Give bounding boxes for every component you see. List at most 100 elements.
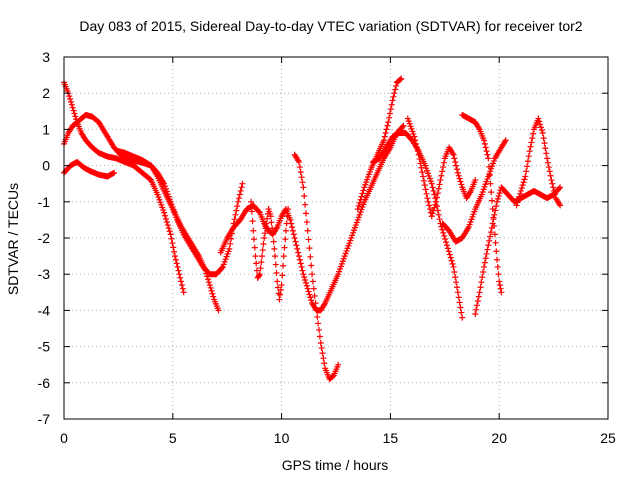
data-point	[481, 259, 488, 266]
data-point	[319, 350, 326, 357]
data-point	[391, 90, 398, 97]
data-point	[452, 158, 459, 165]
x-tick-label: 25	[600, 430, 616, 446]
y-tick-label: 2	[42, 85, 50, 101]
data-point	[483, 148, 490, 155]
series-3	[61, 158, 118, 180]
data-point	[477, 284, 484, 291]
data-point	[295, 249, 302, 256]
data-point	[439, 226, 446, 233]
data-point	[491, 211, 498, 218]
data-point	[301, 274, 308, 281]
data-point	[317, 339, 324, 346]
data-point	[440, 164, 447, 171]
data-point	[429, 184, 436, 191]
data-point	[261, 235, 268, 241]
data-point	[453, 279, 460, 286]
data-point	[207, 284, 214, 291]
data-point	[535, 115, 542, 122]
data-point	[258, 259, 265, 266]
series-10	[404, 115, 479, 220]
series-6	[248, 198, 292, 303]
data-point	[215, 307, 222, 314]
data-point	[488, 224, 495, 231]
data-point	[516, 193, 523, 200]
data-point	[277, 286, 284, 293]
data-point	[549, 180, 556, 187]
data-point	[272, 253, 279, 260]
data-point	[458, 181, 465, 188]
data-point	[170, 244, 177, 251]
data-point	[302, 210, 309, 217]
data-point	[540, 135, 547, 142]
data-point	[210, 293, 217, 300]
data-point	[67, 95, 74, 102]
data-point	[480, 269, 487, 276]
data-point	[448, 257, 455, 264]
data-point	[284, 213, 291, 220]
data-points	[61, 75, 564, 383]
data-point	[296, 158, 303, 165]
data-point	[354, 206, 361, 213]
data-point	[67, 98, 74, 105]
data-point	[472, 311, 479, 318]
x-tick-label: 5	[169, 430, 177, 446]
data-point	[416, 156, 423, 163]
data-point	[455, 172, 462, 179]
data-point	[316, 326, 323, 333]
data-point	[423, 190, 430, 197]
data-point	[556, 185, 563, 192]
data-point	[296, 164, 303, 171]
data-point	[431, 191, 438, 198]
data-point	[297, 260, 304, 267]
data-point	[437, 177, 444, 184]
data-point	[251, 244, 258, 251]
y-axis-label: SDTVAR / TECUs	[5, 183, 21, 295]
data-point	[273, 269, 280, 276]
data-point	[444, 245, 451, 252]
data-point	[544, 155, 551, 162]
data-point	[523, 168, 530, 175]
data-point	[388, 101, 395, 108]
x-tick-label: 0	[60, 430, 68, 446]
data-point	[66, 93, 73, 100]
data-point	[358, 193, 365, 200]
data-point	[165, 225, 172, 232]
data-point	[436, 181, 443, 188]
data-point	[498, 289, 505, 296]
data-point	[294, 245, 301, 252]
y-tick-label: -7	[38, 411, 51, 427]
data-point	[236, 191, 243, 198]
data-point	[472, 177, 479, 184]
data-point	[428, 180, 435, 187]
data-point	[485, 242, 492, 249]
data-point	[270, 238, 277, 245]
data-point	[426, 202, 433, 209]
data-point	[357, 196, 364, 203]
data-point	[544, 159, 551, 166]
data-point	[381, 133, 388, 140]
data-point	[383, 126, 390, 133]
data-point	[441, 232, 448, 239]
data-point	[515, 196, 522, 203]
data-point	[389, 97, 396, 104]
data-point	[321, 360, 328, 367]
data-point	[435, 185, 442, 192]
data-point	[161, 209, 168, 216]
data-point	[227, 240, 234, 247]
data-point	[526, 148, 533, 155]
data-point	[421, 182, 428, 189]
data-point	[495, 193, 502, 200]
y-tick-label: -3	[38, 266, 51, 282]
data-point	[453, 162, 460, 169]
data-point	[205, 276, 212, 283]
data-point	[278, 282, 285, 289]
data-point	[529, 135, 536, 142]
data-point	[527, 143, 534, 150]
data-point	[178, 282, 185, 289]
data-point	[557, 184, 564, 191]
data-point	[479, 274, 486, 281]
data-point	[432, 201, 439, 208]
data-point	[293, 242, 300, 249]
data-point	[272, 261, 279, 268]
